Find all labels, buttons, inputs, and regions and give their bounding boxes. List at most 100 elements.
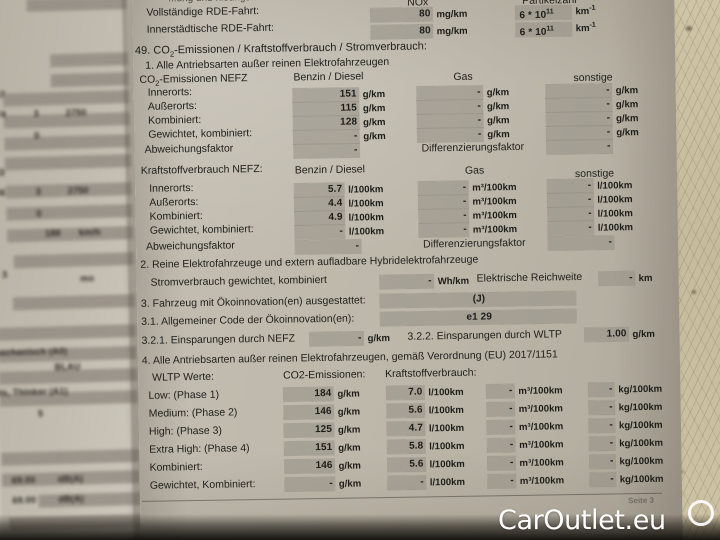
verbrauch-nefz-gas-kombiniert[interactable]: - m³/100km bbox=[418, 208, 517, 224]
stromverbrauch-field[interactable]: - Wh/km bbox=[379, 274, 470, 289]
unit: m³/100km bbox=[519, 456, 564, 469]
rde-pn-field-urban[interactable]: 6 * 1011 km-1 bbox=[515, 22, 596, 38]
wltp-m3-kombiniert[interactable]: - m³/100km bbox=[487, 455, 564, 470]
value: 4.9 bbox=[294, 210, 345, 225]
verbrauch-nefz-gas-ausserorts[interactable]: - m³/100km bbox=[418, 194, 517, 210]
value: 128 bbox=[293, 115, 360, 130]
co2-nefz-sonstige-ausserorts[interactable]: - g/km bbox=[545, 97, 639, 113]
wltp-m3-high[interactable]: - m³/100km bbox=[486, 419, 563, 434]
rde-nox-field-urban[interactable]: 80 mg/km bbox=[370, 24, 468, 39]
verbrauch-nefz-sonstige-gewichtet[interactable]: - l/100km bbox=[547, 220, 633, 235]
wltp-co2-medium[interactable]: 146 g/km bbox=[283, 404, 361, 420]
wltp-l-gewichtet[interactable]: - l/100km bbox=[387, 475, 465, 490]
unit: m³/100km bbox=[518, 402, 564, 415]
wltp-col-co2: CO2-Emissionen: bbox=[283, 368, 366, 382]
co2-nefz-gas-gewichtet[interactable]: - g/km bbox=[417, 127, 510, 143]
co2-nefz-benzin-ausserorts[interactable]: 115 g/km bbox=[292, 101, 386, 116]
unit: l/100km bbox=[348, 211, 384, 224]
elektrische-reichweite-field[interactable]: - km bbox=[598, 271, 653, 286]
co2-nefz-gas-ausserorts[interactable]: - g/km bbox=[416, 99, 510, 115]
verbrauch-nefz-benzin-gewichtet[interactable]: - l/100km bbox=[294, 224, 384, 239]
co2-nefz-gas-kombiniert[interactable]: - g/km bbox=[417, 113, 510, 129]
wltp-col-fuel: Kraftstoffverbrauch: bbox=[385, 366, 477, 381]
unit: m³/100km bbox=[518, 384, 563, 397]
verbrauch-nefz-sonstige-innerorts[interactable]: - l/100km bbox=[547, 178, 632, 194]
co2-nefz-abweichungsfaktor-field[interactable]: - bbox=[293, 143, 360, 158]
rde-row-label-full: Vollständige RDE-Fahrt: bbox=[146, 5, 260, 19]
verbrauch-nefz-abweichungsfaktor-field[interactable]: - bbox=[294, 239, 362, 254]
verbrauch-nefz-sonstige-ausserorts[interactable]: - l/100km bbox=[547, 192, 633, 208]
co2-nefz-benzin-innerorts[interactable]: 151 g/km bbox=[292, 87, 386, 102]
wltp-kg-extrahigh[interactable]: - kg/100km bbox=[589, 436, 663, 451]
value: - bbox=[487, 438, 516, 452]
section-49-sub1: 1. Alle Antriebsarten außer reinen Elekt… bbox=[145, 55, 390, 72]
unit: Wh/km bbox=[437, 275, 470, 287]
wltp-kg-low[interactable]: - kg/100km bbox=[588, 382, 662, 397]
value: (J) bbox=[379, 291, 577, 308]
einsparungen-wltp-field[interactable]: 1.00 g/km bbox=[584, 327, 655, 342]
verbrauch-nefz-benzin-kombiniert[interactable]: 4.9 l/100km bbox=[294, 210, 384, 225]
wltp-co2-extrahigh[interactable]: 151 g/km bbox=[284, 440, 361, 456]
rde-nox-field-full[interactable]: 80 mg/km bbox=[370, 7, 467, 22]
verbrauch-nefz-differenzierungsfaktor-field[interactable]: - bbox=[547, 235, 615, 250]
unit: g/km bbox=[337, 388, 360, 400]
co2-nefz-benzin-gewichtet[interactable]: - g/km bbox=[293, 129, 386, 144]
verbrauch-nefz-benzin-innerorts[interactable]: 5.7 l/100km bbox=[294, 182, 383, 197]
wltp-row-label-gewichtet: Gewichtet, Kombiniert: bbox=[149, 478, 256, 492]
wltp-co2-low[interactable]: 184 g/km bbox=[283, 386, 360, 402]
value: 146 bbox=[284, 458, 335, 474]
co2-nefz-sonstige-kombiniert[interactable]: - g/km bbox=[546, 111, 639, 127]
watermark-carutlet: CarOutlet.eu bbox=[498, 505, 666, 536]
unit: g/km bbox=[632, 328, 655, 340]
co2-nefz-sonstige-gewichtet[interactable]: - g/km bbox=[546, 125, 639, 141]
wltp-co2-high[interactable]: 125 g/km bbox=[283, 422, 361, 438]
wltp-l-extrahigh[interactable]: 5.8 l/100km bbox=[387, 439, 465, 454]
unit: g/km bbox=[615, 84, 639, 96]
wltp-m3-medium[interactable]: - m³/100km bbox=[486, 401, 564, 416]
verbrauch-nefz-sonstige-kombiniert[interactable]: - l/100km bbox=[547, 206, 633, 221]
value: 7.0 bbox=[386, 385, 425, 400]
value: - bbox=[545, 97, 612, 113]
unit: km bbox=[638, 272, 653, 284]
unit: m³/100km bbox=[472, 181, 517, 194]
co2-nefz-benzin-kombiniert[interactable]: 128 g/km bbox=[293, 115, 386, 130]
watermark-ring-icon bbox=[688, 500, 714, 526]
wltp-row-label-medium: Medium: (Phase 2) bbox=[148, 406, 238, 420]
einsparungen-nefz-field[interactable]: - g/km bbox=[309, 331, 390, 346]
wltp-kg-gewichtet[interactable]: - kg/100km bbox=[589, 472, 664, 487]
verbrauch-nefz-label-gewichtet: Gewichtet, kombiniert: bbox=[149, 223, 254, 237]
wltp-kg-high[interactable]: - kg/100km bbox=[588, 418, 663, 433]
oekoinnovation-code-field[interactable]: e1 29 bbox=[380, 309, 577, 326]
value: 184 bbox=[283, 386, 334, 402]
wltp-m3-low[interactable]: - m³/100km bbox=[486, 383, 563, 398]
wltp-kg-kombiniert[interactable]: - kg/100km bbox=[589, 454, 663, 469]
wltp-l-medium[interactable]: 5.6 l/100km bbox=[386, 403, 464, 418]
value: - bbox=[293, 143, 360, 158]
wltp-co2-kombiniert[interactable]: 146 g/km bbox=[284, 458, 361, 474]
wltp-row-label-kombiniert: Kombiniert: bbox=[149, 460, 203, 474]
verbrauch-nefz-gas-innerorts[interactable]: - m³/100km bbox=[418, 180, 517, 196]
wltp-l-high[interactable]: 4.7 l/100km bbox=[386, 421, 464, 436]
co2-nefz-label-gewichtet: Gewichtet, kombiniert: bbox=[148, 127, 253, 141]
einsparungen-wltp-label: 3.2.2. Einsparungen durch WLTP bbox=[407, 328, 563, 343]
wltp-l-low[interactable]: 7.0 l/100km bbox=[386, 385, 464, 400]
value: - bbox=[547, 206, 594, 221]
oekoinnovation-field[interactable]: (J) bbox=[379, 291, 577, 308]
verbrauch-nefz-gas-gewichtet[interactable]: - m³/100km bbox=[418, 222, 517, 238]
unit: m³/100km bbox=[519, 438, 564, 451]
unit: g/km bbox=[362, 102, 386, 114]
wltp-m3-gewichtet[interactable]: - m³/100km bbox=[487, 473, 564, 488]
verbrauch-nefz-benzin-ausserorts[interactable]: 4.4 l/100km bbox=[294, 196, 384, 211]
wltp-co2-gewichtet[interactable]: - g/km bbox=[284, 476, 362, 492]
wltp-m3-extrahigh[interactable]: - m³/100km bbox=[487, 437, 564, 452]
wltp-l-kombiniert[interactable]: 5.6 l/100km bbox=[387, 457, 465, 472]
rde-pn-field-full[interactable]: 6 * 1011 km-1 bbox=[515, 5, 596, 21]
co2-nefz-gas-innerorts[interactable]: - g/km bbox=[416, 85, 510, 101]
co2-nefz-sonstige-innerorts[interactable]: - g/km bbox=[545, 83, 639, 99]
co2-nefz-differenzierungsfaktor-field[interactable]: - bbox=[546, 139, 613, 155]
value: - bbox=[309, 331, 364, 346]
value: - bbox=[487, 474, 516, 488]
wltp-kg-medium[interactable]: - kg/100km bbox=[588, 400, 663, 415]
rde-nox-unit-urban: mg/km bbox=[436, 25, 468, 37]
coc-document-page: ...ung und niedrigste RDE-Werte: NOx Par… bbox=[132, 0, 683, 540]
